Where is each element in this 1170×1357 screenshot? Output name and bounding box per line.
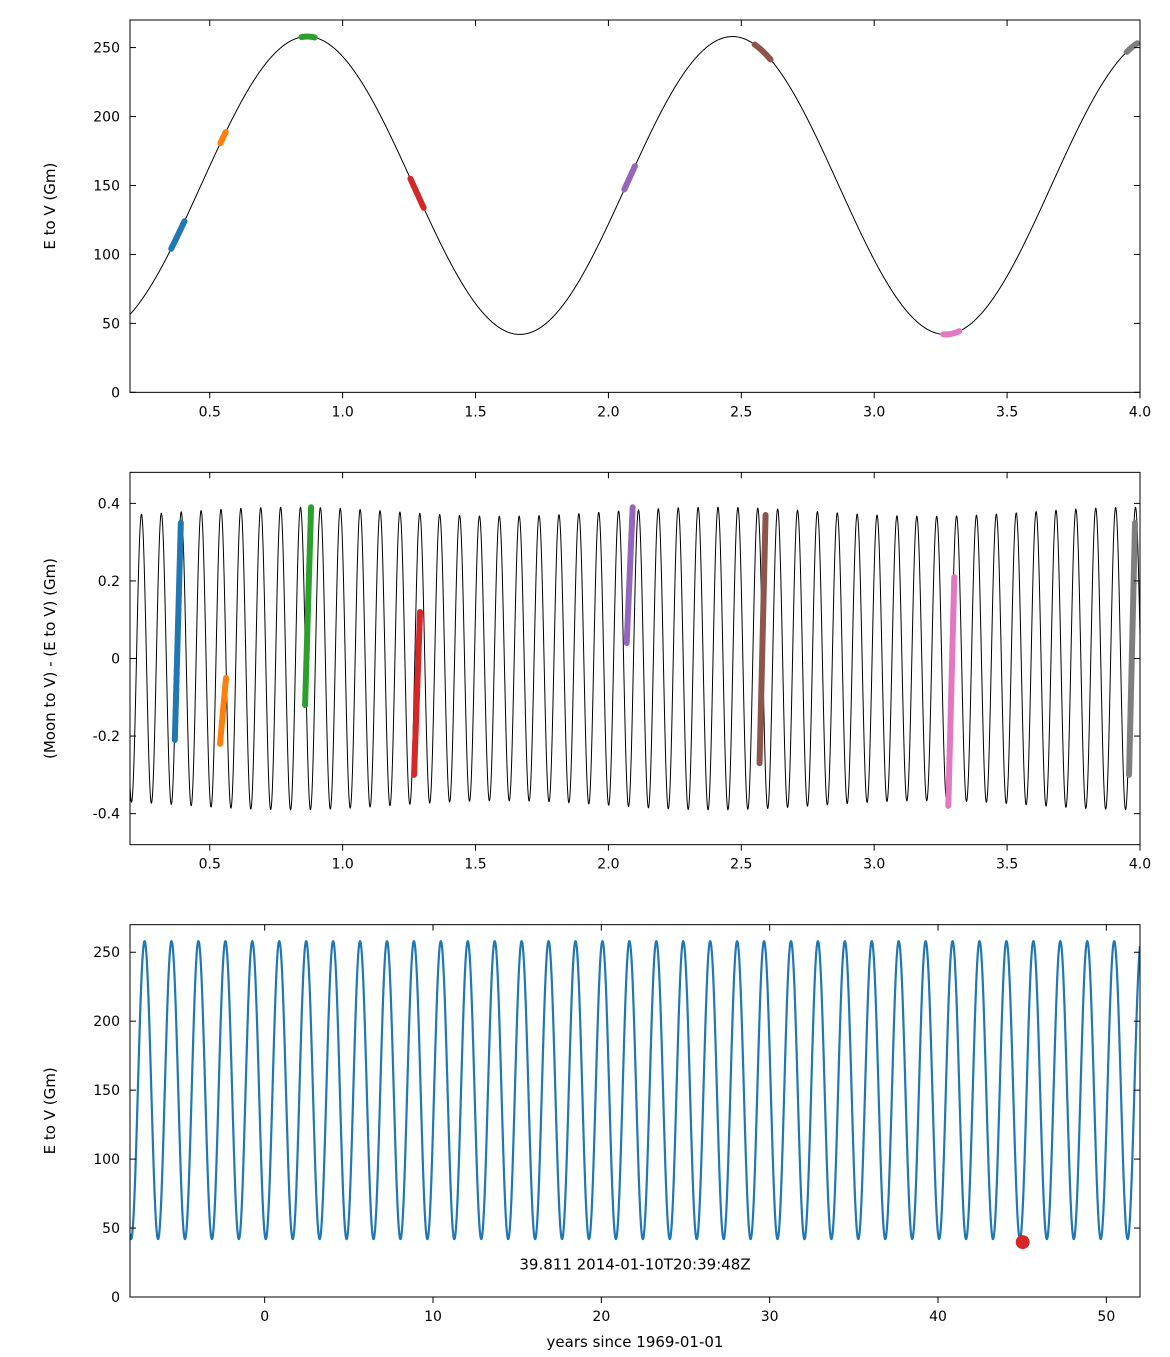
mission-marker <box>305 507 311 705</box>
long-span-curve <box>130 941 1140 1239</box>
annotation-text: 39.811 2014-01-10T20:39:48Z <box>519 1255 750 1273</box>
figure: 0.51.01.52.02.53.03.54.0050100150200250E… <box>0 0 1170 1357</box>
ytick-label: 200 <box>93 110 120 126</box>
mission-marker <box>624 166 635 189</box>
xtick-label: 2.0 <box>597 857 619 873</box>
xtick-label: 1.5 <box>464 857 486 873</box>
y-axis-label: E to V (Gm) <box>41 163 59 250</box>
ytick-label: 0 <box>111 652 120 668</box>
ytick-label: 250 <box>93 945 120 961</box>
ytick-label: 100 <box>93 1152 120 1168</box>
xtick-label: 4.0 <box>1129 857 1151 873</box>
xtick-label: 10 <box>424 1309 442 1325</box>
ytick-label: 0 <box>111 1290 120 1306</box>
mission-marker <box>171 221 184 249</box>
xtick-label: 3.5 <box>996 857 1018 873</box>
ytick-label: 0 <box>111 385 120 401</box>
moon-diff-curve <box>130 507 1140 810</box>
xtick-label: 3.0 <box>863 404 885 420</box>
ytick-label: 100 <box>93 247 120 263</box>
panel3: 39.811 2014-01-10T20:39:48Z <box>130 941 1140 1273</box>
y-axis-label: E to V (Gm) <box>41 1067 59 1154</box>
panel2 <box>130 507 1140 810</box>
xtick-label: 2.5 <box>730 857 752 873</box>
mission-marker <box>410 179 423 208</box>
ytick-label: -0.2 <box>93 729 120 745</box>
xtick-label: 40 <box>929 1309 947 1325</box>
xtick-label: 4.0 <box>1129 404 1151 420</box>
ytick-label: 50 <box>102 316 120 332</box>
xtick-label: 3.5 <box>996 404 1018 420</box>
ytick-label: 150 <box>93 178 120 194</box>
xtick-label: 30 <box>761 1309 779 1325</box>
xtick-label: 0.5 <box>199 404 221 420</box>
mission-marker <box>220 132 225 143</box>
mission-marker <box>175 523 181 740</box>
xtick-label: 0.5 <box>199 857 221 873</box>
xtick-label: 20 <box>592 1309 610 1325</box>
xtick-label: 1.0 <box>331 857 353 873</box>
mission-marker <box>627 507 633 643</box>
ytick-label: 250 <box>93 41 120 57</box>
mission-marker <box>301 37 314 38</box>
mission-marker <box>755 44 771 59</box>
ytick-label: 0.4 <box>98 496 120 512</box>
xtick-label: 2.0 <box>597 404 619 420</box>
plot-border <box>130 472 1140 844</box>
mission-marker <box>220 678 226 744</box>
xtick-label: 2.5 <box>730 404 752 420</box>
highlight-point <box>1016 1235 1030 1249</box>
y-axis-label: (Moon to V) - (E to V) (Gm) <box>41 558 59 759</box>
xtick-label: 3.0 <box>863 857 885 873</box>
xtick-label: 1.0 <box>331 404 353 420</box>
ytick-label: 0.2 <box>98 574 120 590</box>
ytick-label: -0.4 <box>93 807 120 823</box>
mission-marker <box>1129 523 1135 775</box>
xtick-label: 50 <box>1097 1309 1115 1325</box>
xtick-label: 0 <box>260 1309 269 1325</box>
panel1 <box>130 37 1140 335</box>
ytick-label: 150 <box>93 1083 120 1099</box>
xtick-label: 1.5 <box>464 404 486 420</box>
ytick-label: 200 <box>93 1014 120 1030</box>
ytick-label: 50 <box>102 1221 120 1237</box>
mission-marker <box>948 577 954 806</box>
earth-venus-distance-curve <box>130 37 1140 335</box>
plot-border <box>130 20 1140 392</box>
mission-marker <box>943 331 959 334</box>
x-axis-label: years since 1969-01-01 <box>547 1333 724 1351</box>
